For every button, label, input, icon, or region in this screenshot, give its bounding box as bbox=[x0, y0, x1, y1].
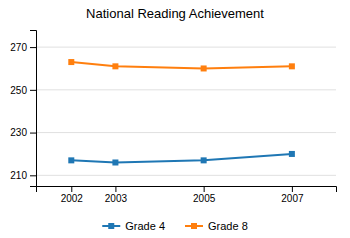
line bbox=[71, 154, 292, 163]
y-tick-mark bbox=[30, 90, 36, 91]
y-tick-label: 270 bbox=[10, 42, 27, 53]
y-tick: 250 bbox=[10, 85, 36, 96]
marker bbox=[68, 59, 74, 65]
legend-item: Grade 8 bbox=[185, 220, 248, 232]
grid-line bbox=[36, 132, 336, 133]
grid bbox=[36, 47, 336, 175]
y-tick-label: 210 bbox=[10, 170, 27, 181]
marker bbox=[289, 151, 295, 157]
x-tick: 2005 bbox=[193, 186, 216, 204]
x-axis-line bbox=[37, 187, 337, 193]
series bbox=[68, 151, 295, 166]
series bbox=[68, 59, 295, 71]
grid-line bbox=[36, 175, 336, 176]
chart-container: 2002 2003 2005 2007 210 230 250 270 National Rea… bbox=[0, 0, 350, 238]
plot-area: 2002 2003 2005 2007 210 230 250 270 bbox=[10, 31, 336, 205]
marker bbox=[112, 159, 118, 165]
legend-marker bbox=[191, 223, 197, 229]
x-tick-mark bbox=[292, 186, 293, 192]
y-tick-label: 250 bbox=[10, 85, 27, 96]
grid-line bbox=[36, 47, 336, 48]
x-axis: 2002 2003 2005 2007 bbox=[37, 186, 337, 204]
x-tick-mark bbox=[204, 186, 205, 192]
x-tick-mark bbox=[115, 186, 116, 192]
y-tick: 270 bbox=[10, 42, 36, 53]
x-tick-label: 2002 bbox=[61, 193, 84, 204]
line bbox=[71, 62, 292, 68]
marker bbox=[68, 157, 74, 163]
x-tick: 2003 bbox=[105, 186, 128, 204]
y-axis-line bbox=[30, 31, 37, 187]
y-tick-mark bbox=[30, 47, 36, 48]
y-tick: 230 bbox=[10, 127, 36, 138]
series-group bbox=[68, 59, 295, 165]
marker bbox=[201, 157, 207, 163]
grid-line bbox=[36, 89, 336, 90]
chart: 2002 2003 2005 2007 210 230 250 270 National Rea… bbox=[0, 0, 350, 238]
marker bbox=[289, 63, 295, 69]
legend: Grade 4 Grade 8 bbox=[102, 220, 248, 232]
y-axis: 210 230 250 270 bbox=[10, 31, 36, 187]
marker bbox=[112, 63, 118, 69]
legend-label: Grade 8 bbox=[208, 220, 248, 232]
legend-label: Grade 4 bbox=[125, 220, 165, 232]
x-tick-label: 2003 bbox=[105, 193, 128, 204]
marker bbox=[201, 65, 207, 71]
y-tick-mark bbox=[30, 133, 36, 134]
x-tick: 2002 bbox=[61, 186, 84, 204]
legend-item: Grade 4 bbox=[102, 220, 165, 232]
x-tick-label: 2007 bbox=[281, 193, 304, 204]
x-tick-label: 2005 bbox=[193, 193, 216, 204]
y-tick: 210 bbox=[10, 170, 36, 181]
y-tick-label: 230 bbox=[10, 127, 27, 138]
title: National Reading Achievement bbox=[86, 6, 264, 21]
y-tick-mark bbox=[30, 175, 36, 176]
x-tick-mark bbox=[71, 186, 72, 192]
legend-marker bbox=[108, 223, 114, 229]
x-tick: 2007 bbox=[281, 186, 304, 204]
